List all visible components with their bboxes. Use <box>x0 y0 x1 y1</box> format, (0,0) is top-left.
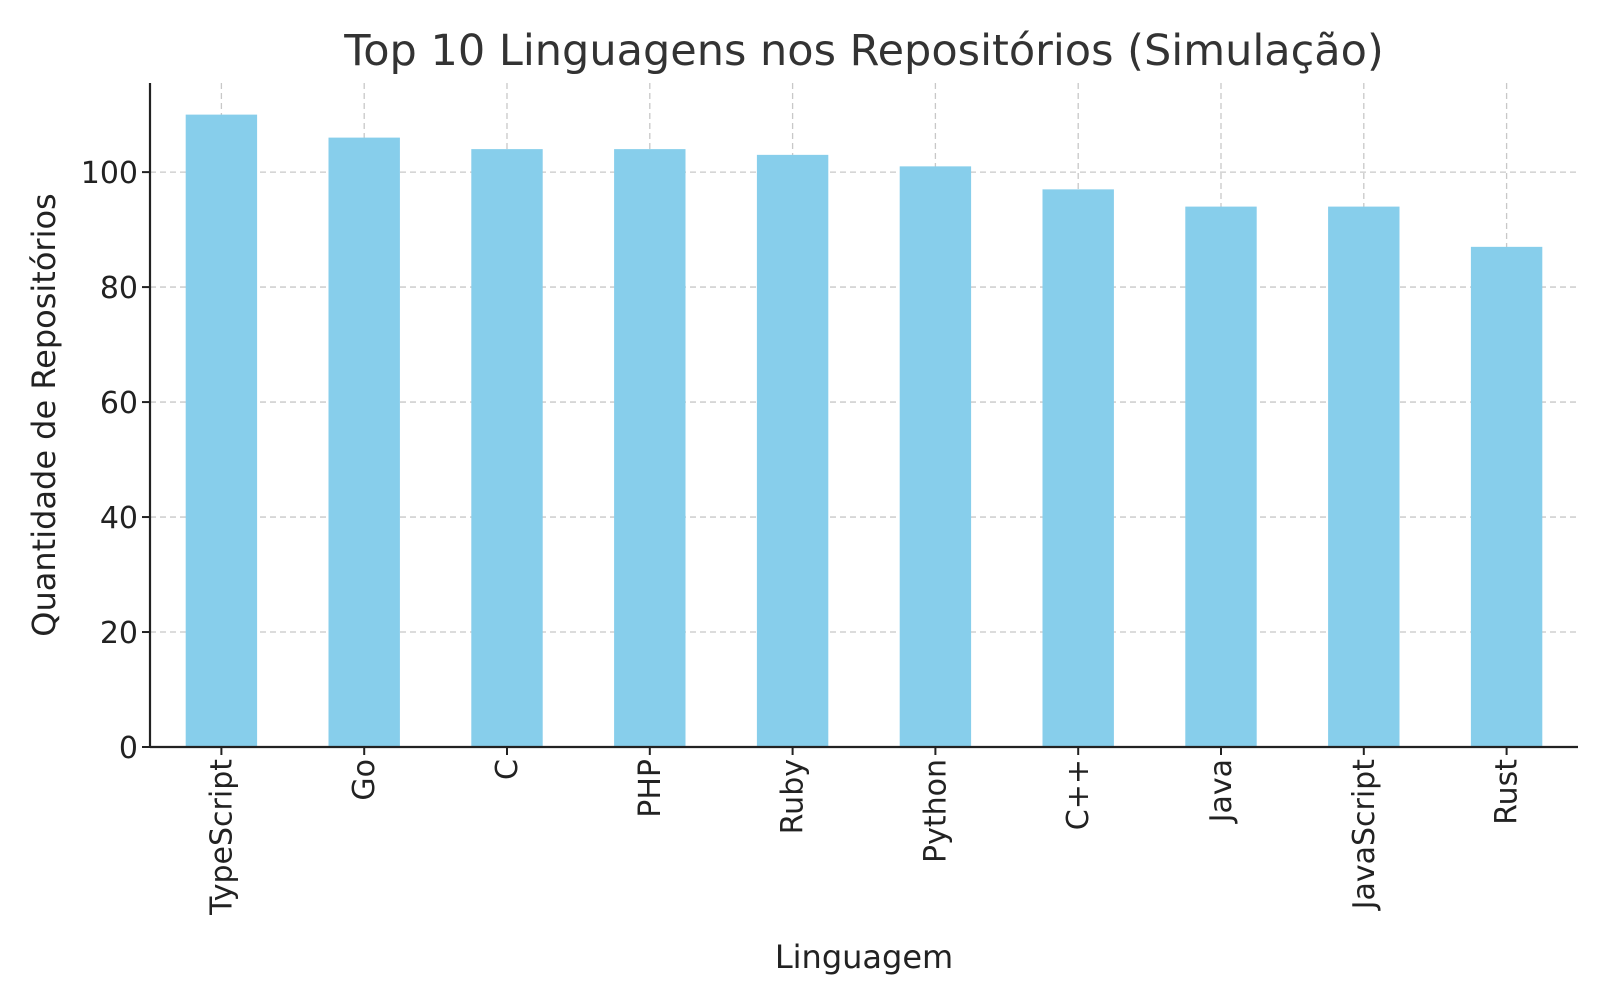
x-tick-label: Python <box>918 759 953 863</box>
bar <box>185 114 258 748</box>
y-ticks: 0 20 40 60 80 100 <box>81 156 150 766</box>
x-tick-label: JavaScript <box>1347 759 1382 912</box>
bars <box>185 114 1543 748</box>
x-axis-title: Linguagem <box>775 938 953 976</box>
x-tick-label: Java <box>1204 759 1239 824</box>
bar <box>1185 206 1257 747</box>
y-tick-label: 60 <box>100 386 138 421</box>
y-tick-label: 80 <box>100 271 138 306</box>
y-tick-label: 100 <box>81 156 138 191</box>
bar <box>471 149 543 747</box>
x-tick-label: C++ <box>1061 759 1096 830</box>
y-tick-label: 40 <box>100 501 138 536</box>
bar <box>614 149 686 747</box>
y-tick-label: 20 <box>100 616 138 651</box>
x-tick-label: Ruby <box>776 759 811 834</box>
axes <box>148 83 1578 749</box>
x-tick-label: TypeScript <box>204 759 239 916</box>
x-tick-label: C <box>490 759 525 780</box>
bar <box>1042 189 1114 747</box>
y-tick-label: 0 <box>119 731 138 766</box>
bar <box>1470 246 1543 747</box>
bar <box>756 154 829 748</box>
x-tick-label: Go <box>347 759 382 801</box>
x-ticks: TypeScript Go C PHP Ruby Python C++ Java JavaScr… <box>204 747 1525 916</box>
bar <box>328 137 400 747</box>
bar <box>1328 206 1400 747</box>
bar <box>899 166 972 747</box>
x-tick-label: Rust <box>1490 759 1525 825</box>
x-tick-label: PHP <box>633 759 668 818</box>
chart-title: Top 10 Linguagens nos Repositórios (Simu… <box>343 26 1383 76</box>
y-axis-title: Quantidade de Repositórios <box>25 193 63 636</box>
